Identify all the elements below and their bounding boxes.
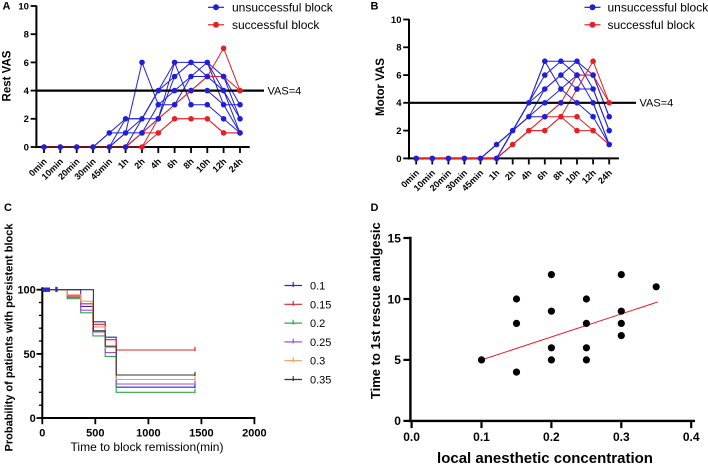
svg-text:Motor VAS: Motor VAS [375,58,387,116]
svg-text:15: 15 [388,231,402,245]
svg-text:0.3: 0.3 [613,430,630,444]
svg-text:6: 6 [24,58,29,69]
svg-text:4: 4 [396,98,402,109]
svg-text:VAS=4: VAS=4 [640,98,674,110]
svg-text:unsuccessful block: unsuccessful block [608,0,708,14]
svg-text:Time to block remission(min): Time to block remission(min) [71,440,224,454]
svg-text:0: 0 [39,427,45,439]
svg-text:8: 8 [396,43,401,54]
svg-text:0.35: 0.35 [310,375,331,387]
svg-text:0.2: 0.2 [543,430,560,444]
svg-text:2000: 2000 [242,427,266,439]
svg-text:1000: 1000 [136,427,160,439]
svg-text:D: D [371,202,379,214]
svg-text:10: 10 [391,15,402,26]
svg-text:50: 50 [23,349,35,361]
svg-text:Probability of patients with p: Probability of patients with persistent … [4,223,16,452]
svg-text:C: C [4,202,12,214]
svg-text:unsuccessful block: unsuccessful block [232,0,334,14]
svg-text:successful block: successful block [232,18,320,32]
svg-text:8: 8 [24,30,29,41]
svg-text:0.15: 0.15 [310,299,331,311]
svg-text:0.2: 0.2 [310,318,325,330]
svg-text:2: 2 [24,114,29,125]
svg-text:5: 5 [394,353,401,367]
svg-text:A: A [3,1,11,13]
svg-text:4: 4 [24,86,30,97]
svg-text:Rest VAS: Rest VAS [2,50,14,101]
svg-text:100: 100 [17,285,35,297]
svg-text:0.0: 0.0 [403,430,420,444]
svg-text:0: 0 [394,414,401,428]
svg-text:VAS=4: VAS=4 [268,85,302,97]
svg-text:10: 10 [18,1,29,12]
svg-text:1500: 1500 [189,427,213,439]
svg-text:0.25: 0.25 [310,337,331,349]
svg-text:0.4: 0.4 [683,430,700,444]
svg-text:0: 0 [30,413,36,425]
svg-text:B: B [371,1,379,13]
svg-text:6: 6 [396,71,401,82]
svg-text:0.1: 0.1 [310,281,325,293]
svg-text:local anesthetic concentration: local anesthetic concentration [437,450,653,467]
svg-text:500: 500 [86,427,104,439]
svg-text:0.1: 0.1 [473,430,490,444]
svg-text:0: 0 [24,142,29,153]
svg-text:10: 10 [388,292,402,306]
svg-text:Time to 1st rescue analgesic: Time to 1st rescue analgesic [368,222,383,399]
svg-text:successful block: successful block [608,18,696,32]
svg-text:0.3: 0.3 [310,356,325,368]
svg-text:0: 0 [396,154,401,165]
svg-text:2: 2 [396,126,401,137]
